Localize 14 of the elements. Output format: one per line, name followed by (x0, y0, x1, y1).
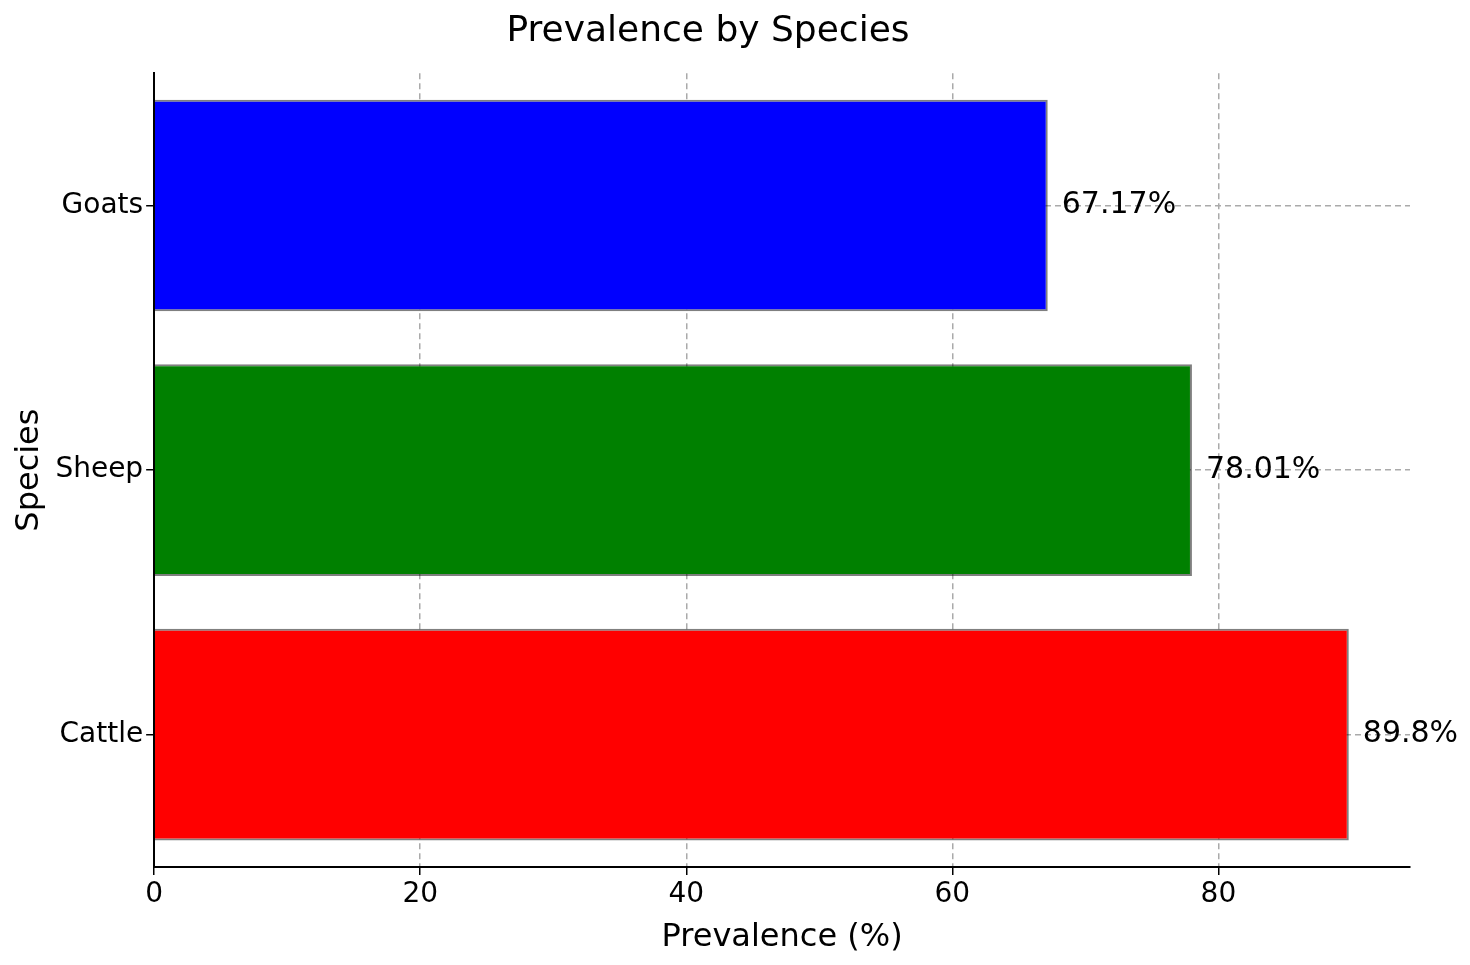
y-tick-label: Sheep (55, 451, 144, 485)
y-tick-label: Cattle (59, 715, 144, 749)
data-label: 78.01% (1205, 449, 1321, 485)
x-tick-label: 20 (402, 876, 439, 910)
data-label: 89.8% (1362, 714, 1459, 750)
y-axis-title: Species (7, 408, 46, 532)
x-tick-label: 0 (145, 876, 164, 910)
x-tick-label: 80 (1200, 876, 1237, 910)
x-axis-title: Prevalence (%) (661, 916, 903, 955)
chart-title: Prevalence by Species (506, 7, 910, 49)
x-tick-label: 60 (934, 876, 971, 910)
x-tick-label: 40 (668, 876, 705, 910)
data-label: 67.17% (1061, 185, 1177, 221)
y-tick-label: Goats (61, 186, 144, 220)
